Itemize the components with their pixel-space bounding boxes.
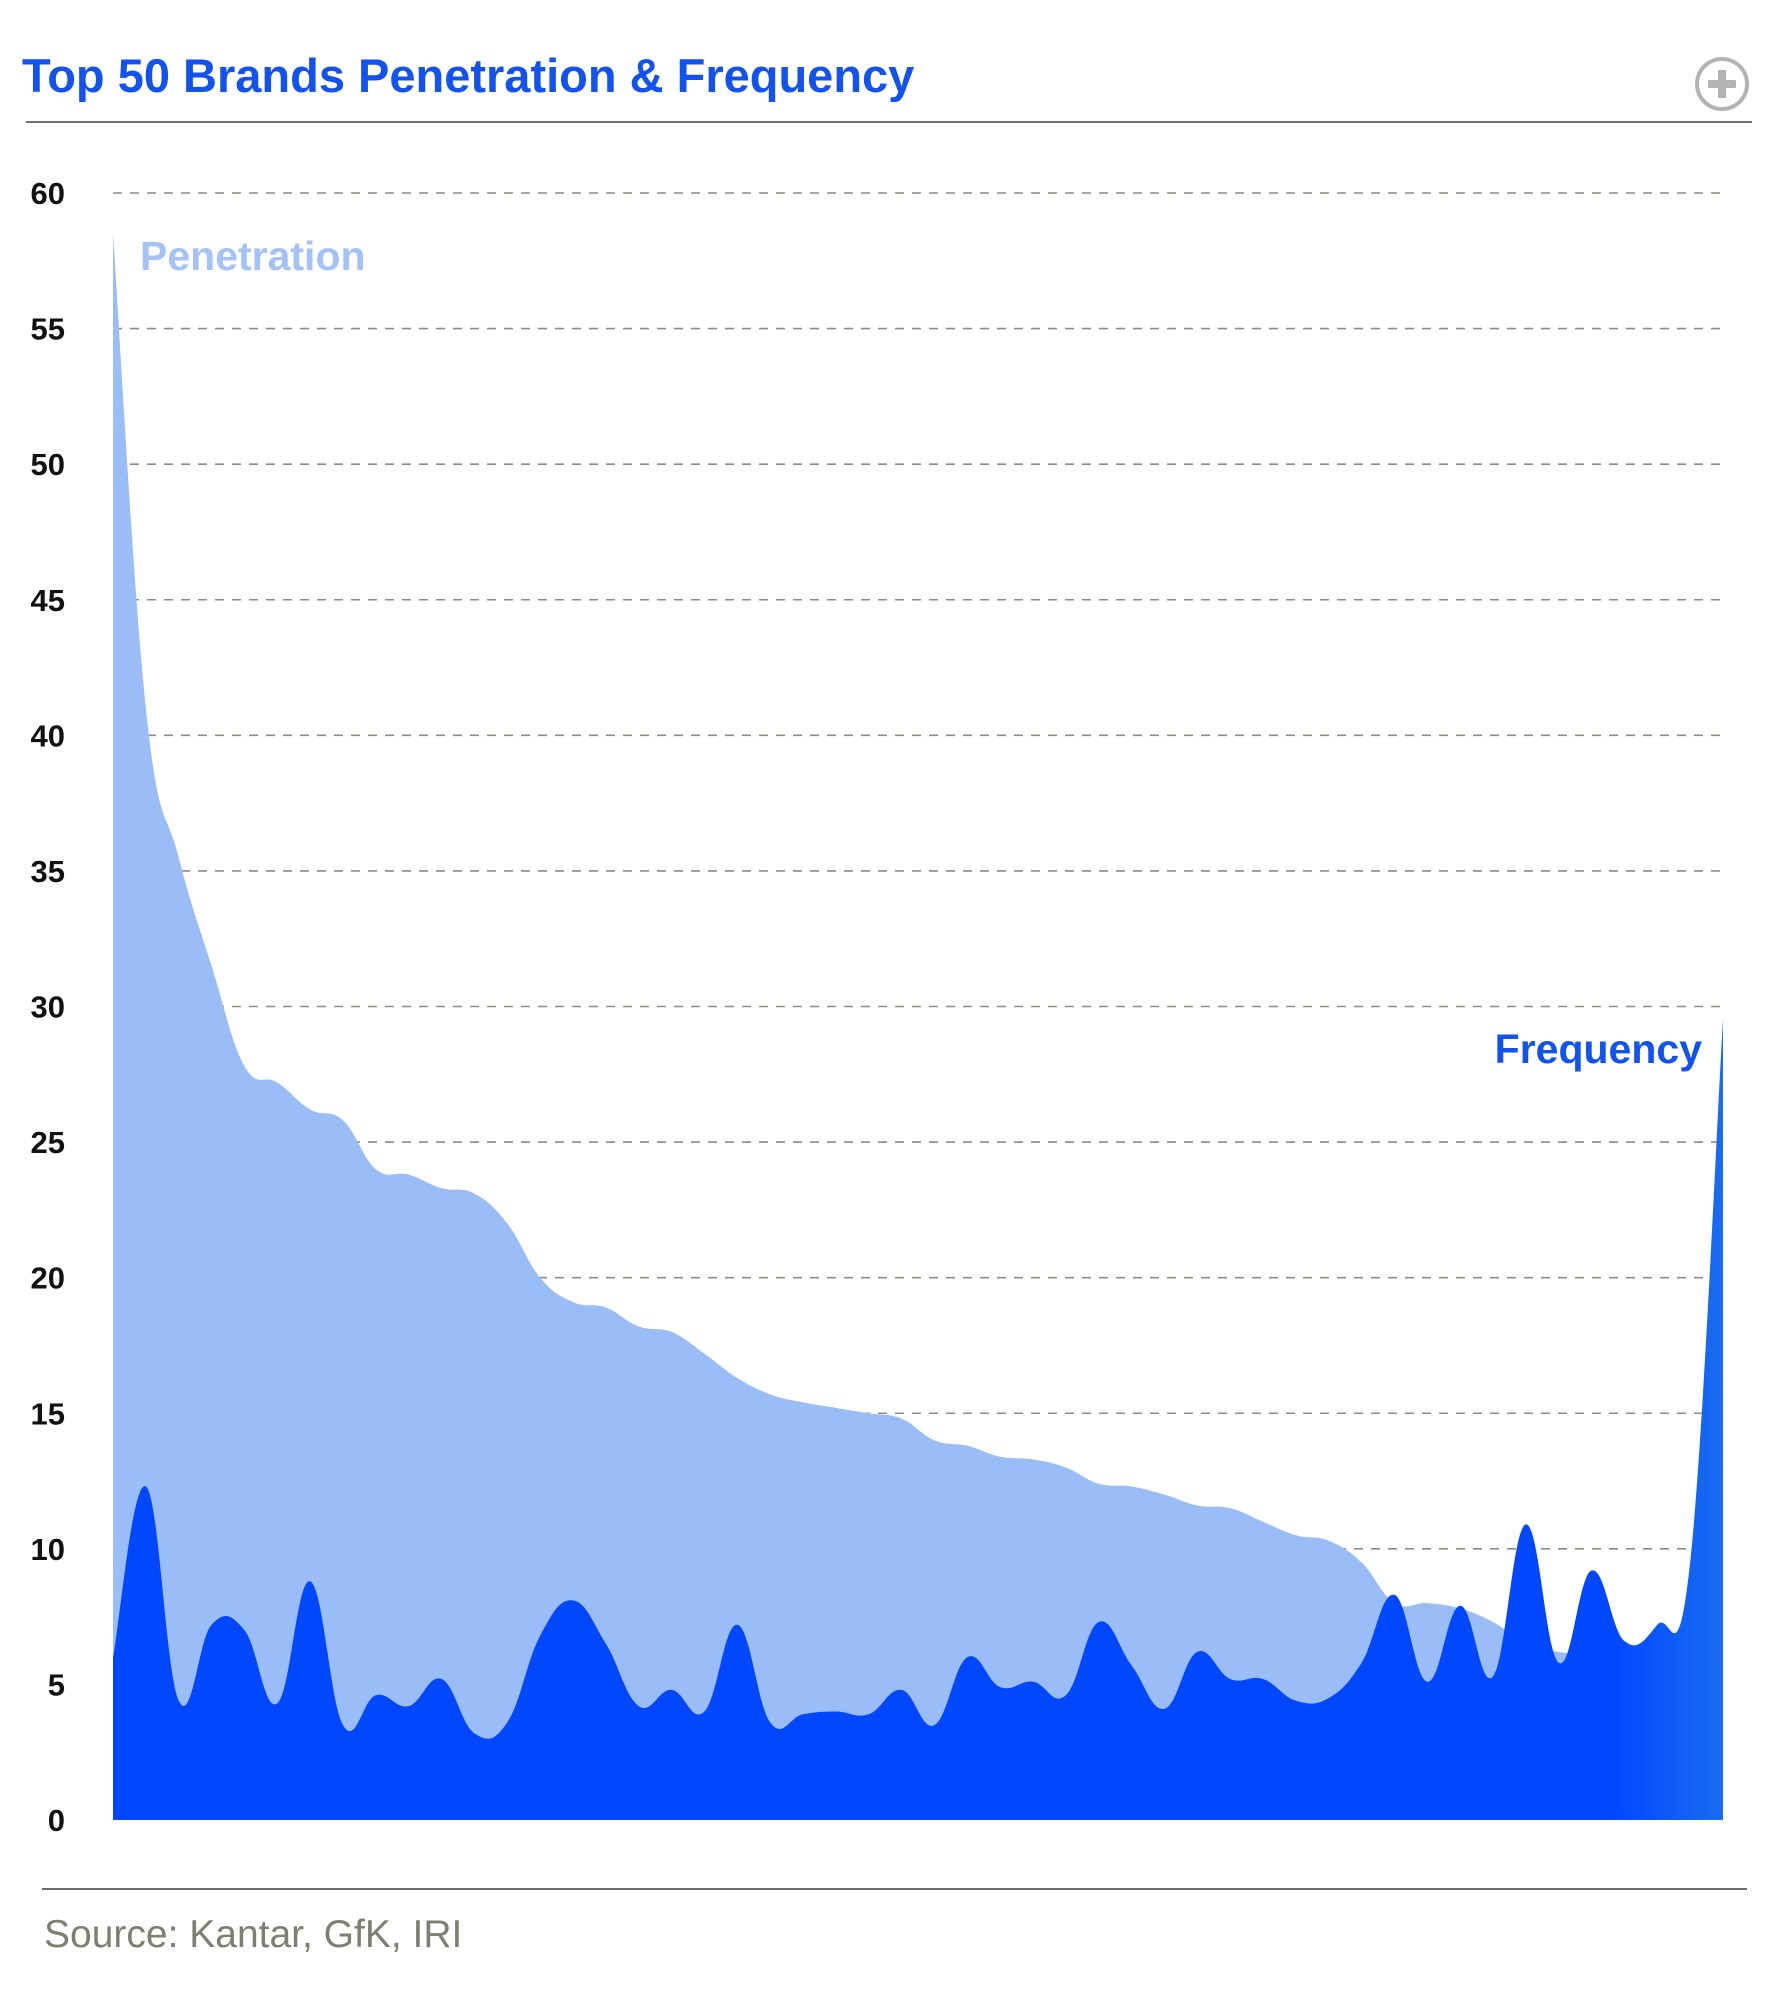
- plus-vertical-bar: [1718, 70, 1726, 98]
- series-labels: Penetration Frequency: [140, 233, 1702, 1072]
- y-tick-label-0: 0: [48, 1803, 65, 1838]
- title-divider: [26, 121, 1752, 123]
- frequency-area: [113, 1020, 1723, 1820]
- y-tick-label-35: 35: [31, 854, 65, 889]
- plus-circle-ring: [1695, 57, 1749, 111]
- y-tick-label-40: 40: [31, 718, 65, 753]
- y-tick-label-5: 5: [48, 1667, 65, 1702]
- series-areas: [113, 233, 1723, 1820]
- plus-circle-icon[interactable]: [1694, 56, 1750, 112]
- frequency-series-label: Frequency: [1495, 1026, 1703, 1072]
- y-tick-label-25: 25: [31, 1125, 65, 1160]
- y-tick-label-50: 50: [31, 447, 65, 482]
- source-note: Source: Kantar, GfK, IRI: [44, 1913, 463, 1956]
- y-tick-label-30: 30: [31, 990, 65, 1025]
- y-tick-label-45: 45: [31, 583, 65, 618]
- chart-title: Top 50 Brands Penetration & Frequency: [22, 49, 915, 102]
- y-axis-ticks: 0 5 10 15 20 25 30 35 40 45 50 55 60: [31, 176, 65, 1838]
- y-tick-label-10: 10: [31, 1532, 65, 1567]
- y-tick-label-60: 60: [31, 176, 65, 211]
- y-tick-label-15: 15: [31, 1396, 65, 1431]
- y-tick-label-55: 55: [31, 312, 65, 347]
- penetration-area: [113, 233, 1723, 1820]
- y-tick-label-20: 20: [31, 1261, 65, 1296]
- penetration-frequency-chart: 0 5 10 15 20 25 30 35 40 45 50 55 60 Penetration Freq…: [31, 176, 1723, 1838]
- penetration-series-label: Penetration: [140, 233, 366, 279]
- footer-divider: [42, 1888, 1747, 1890]
